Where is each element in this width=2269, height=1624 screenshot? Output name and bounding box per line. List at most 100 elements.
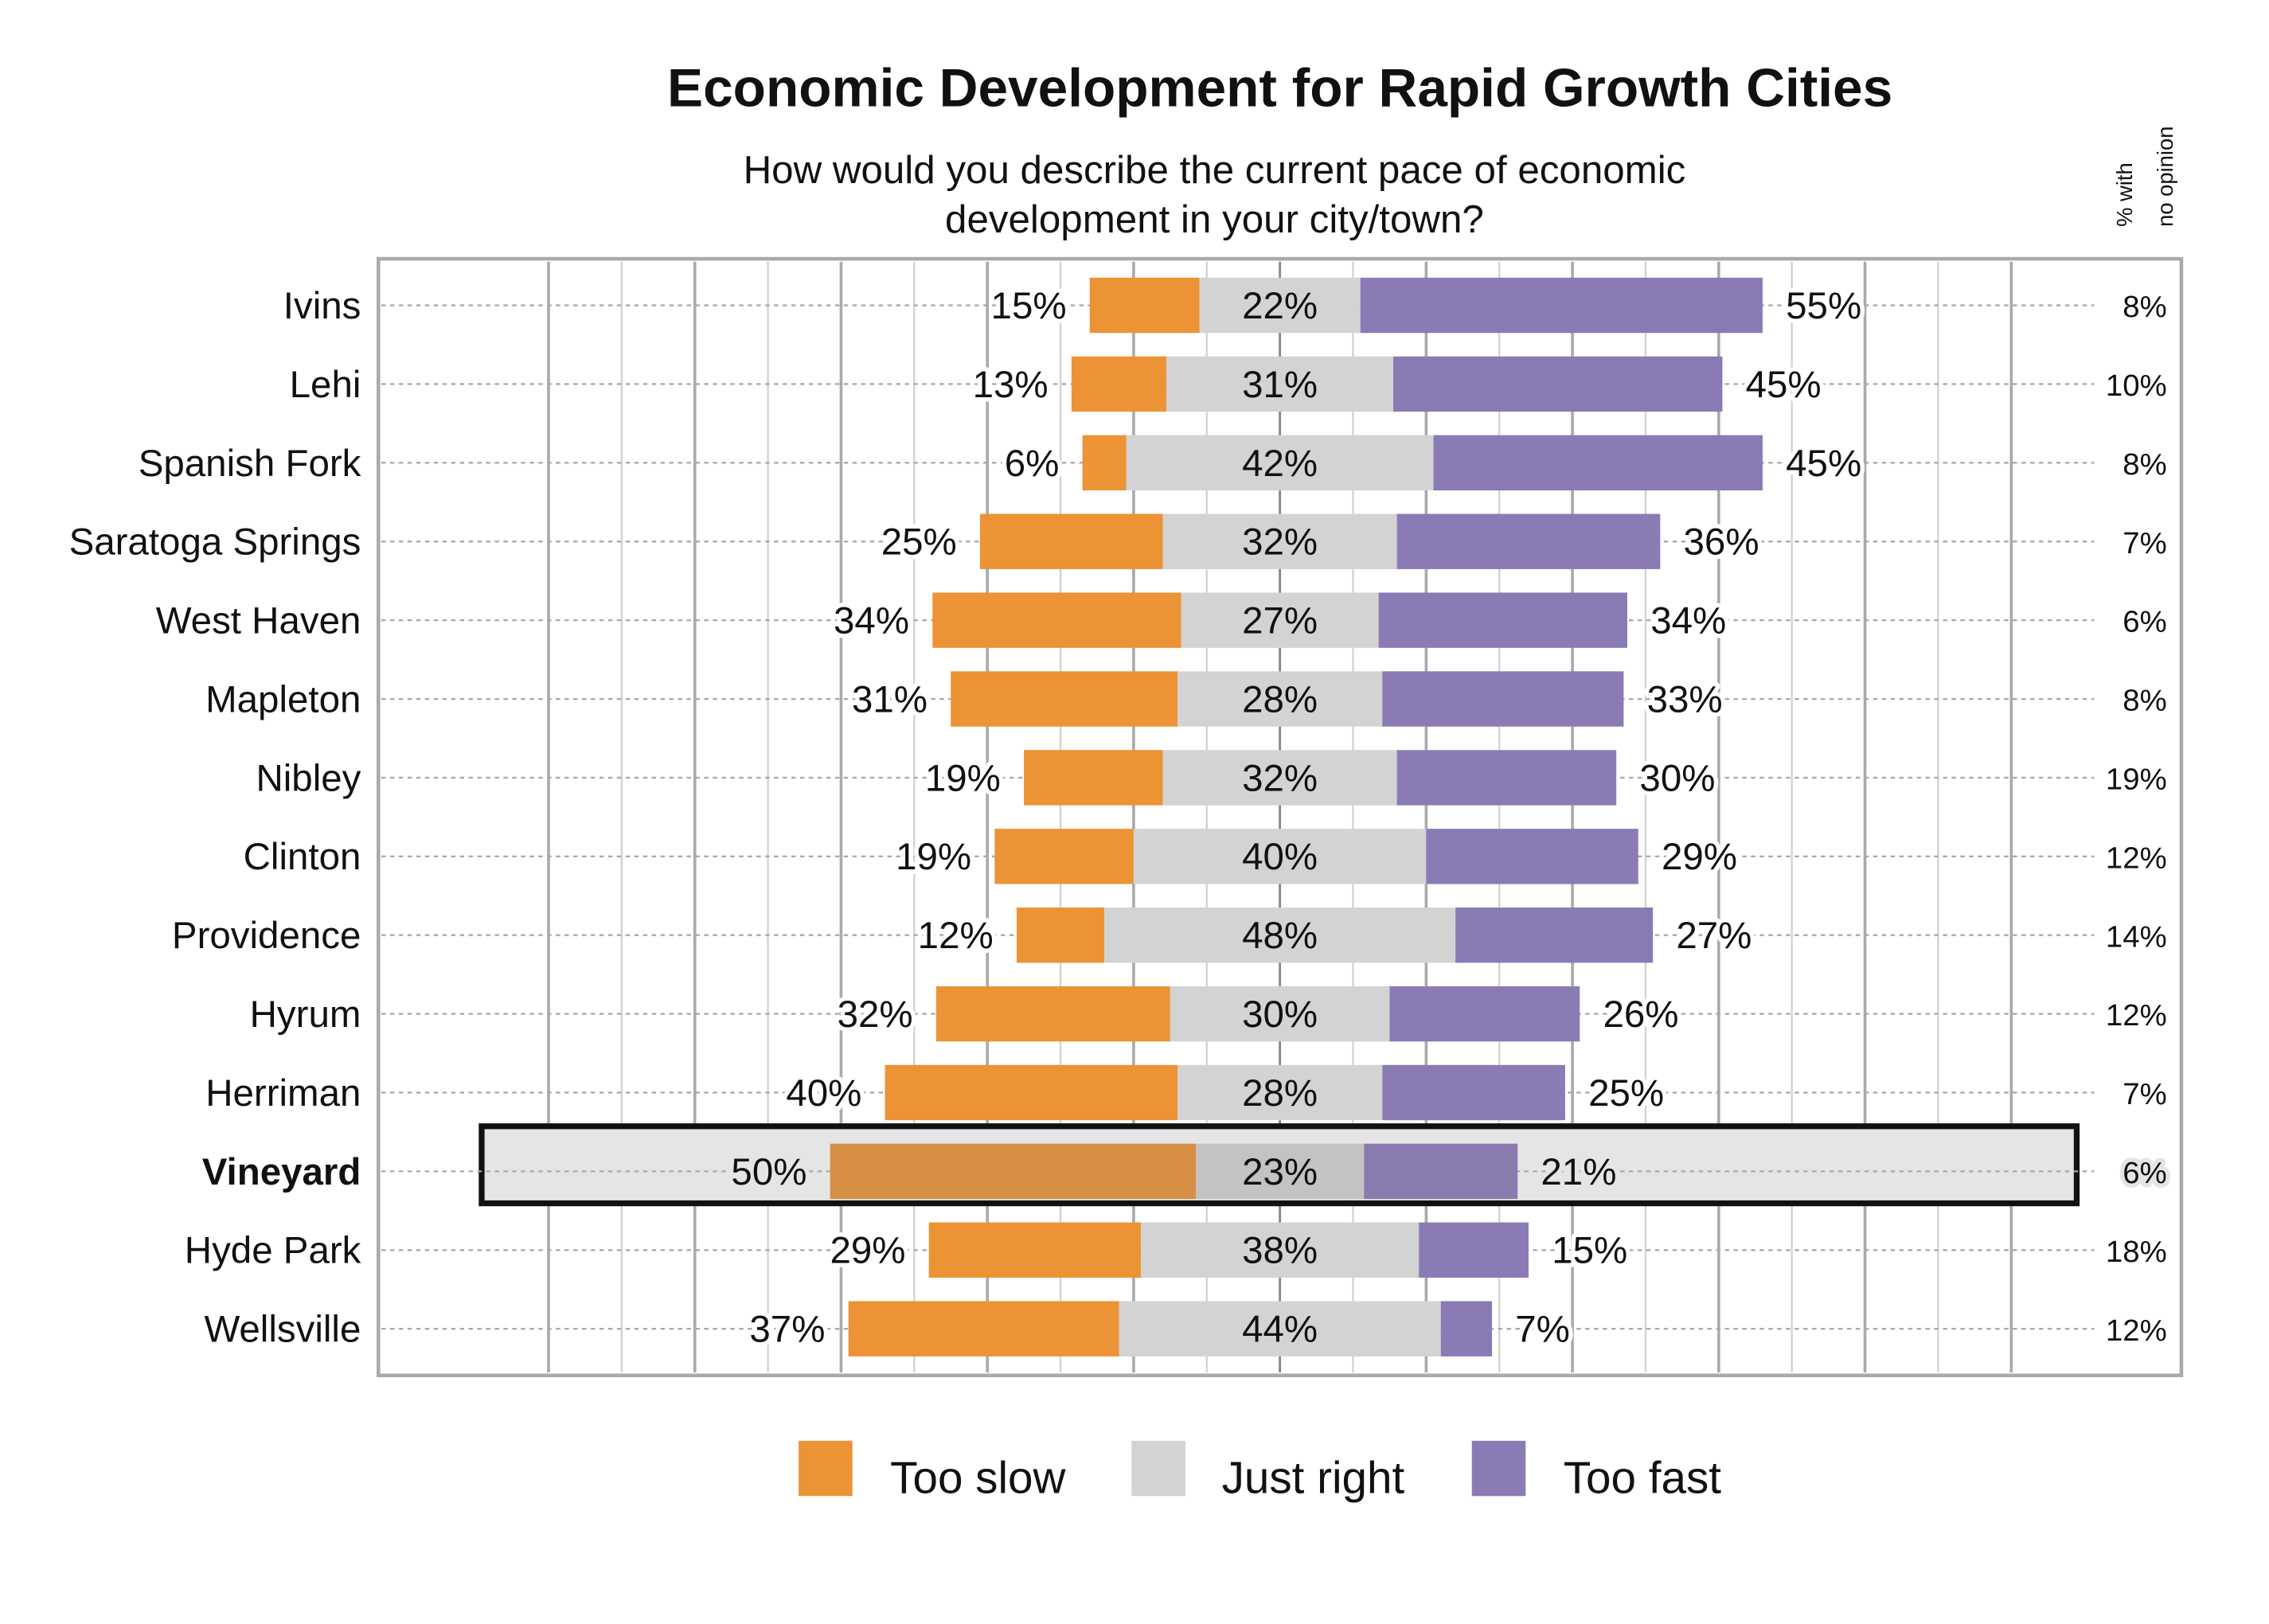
data-label-too-fast: 27% <box>1676 915 1752 957</box>
data-label-too-slow: 15% <box>991 285 1067 327</box>
data-label-too-slow: 25% <box>881 521 957 564</box>
legend-label: Just right <box>1222 1453 1405 1503</box>
no-opinion-value: 12% <box>2106 998 2167 1033</box>
legend-label: Too fast <box>1564 1453 1722 1503</box>
chart-row: Spanish Fork 6% 42% 45% 8% <box>139 435 2171 491</box>
bar-too-slow <box>885 1064 1178 1121</box>
category-label: Spanish Fork <box>139 443 361 485</box>
data-label-too-fast: 33% <box>1647 678 1723 720</box>
bar-too-slow <box>935 986 1170 1042</box>
bar-too-fast <box>1364 1143 1518 1200</box>
bar-too-fast <box>1440 1301 1493 1357</box>
data-label-just-right: 30% <box>1242 994 1318 1036</box>
bar-just-right <box>1181 592 1379 648</box>
no-opinion-value: 10% <box>2106 369 2167 403</box>
chart-row: Providence 12% 48% 27% 14% <box>172 907 2171 963</box>
bar-too-fast <box>1382 671 1624 727</box>
bar-just-right <box>1141 1222 1420 1278</box>
no-opinion-header-line-1: % with <box>2112 162 2137 227</box>
legend-item: Too fast <box>1471 1440 1722 1503</box>
data-label-just-right: 32% <box>1242 521 1318 564</box>
bar-just-right <box>1199 277 1361 334</box>
bar-just-right <box>1177 1064 1383 1121</box>
data-label-too-slow: 19% <box>925 757 1001 799</box>
chart-row: Vineyard 50% 23% 21% 6% <box>202 1123 2171 1207</box>
bar-just-right <box>1126 435 1434 491</box>
no-opinion-value: 18% <box>2106 1235 2167 1269</box>
bar-too-slow <box>1024 750 1163 806</box>
data-label-too-fast: 29% <box>1662 836 1737 878</box>
bar-too-fast <box>1419 1222 1529 1278</box>
bar-too-slow <box>932 592 1181 648</box>
data-label-too-fast: 7% <box>1515 1309 1570 1351</box>
data-label-too-fast: 55% <box>1786 285 1861 327</box>
legend-item: Too slow <box>799 1440 1067 1503</box>
category-label: Saratoga Springs <box>69 521 361 564</box>
chart-row: West Haven 34% 27% 34% 6% <box>156 592 2171 648</box>
chart-row: Wellsville 37% 44% 7% 12% <box>204 1301 2171 1357</box>
data-label-too-fast: 36% <box>1684 521 1759 564</box>
chart-row: Herriman 40% 28% 25% 7% <box>205 1064 2171 1121</box>
data-label-just-right: 32% <box>1242 757 1318 799</box>
data-label-just-right: 27% <box>1242 600 1318 642</box>
data-label-too-slow: 31% <box>852 678 928 720</box>
bar-too-fast <box>1393 356 1723 412</box>
bar-too-fast <box>1378 592 1627 648</box>
bar-too-slow <box>1082 435 1127 491</box>
no-opinion-header-line-2: no opinion <box>2153 127 2177 227</box>
chart-row: Lehi 13% 31% 45% 10% <box>290 356 2171 412</box>
bar-too-fast <box>1389 986 1580 1042</box>
legend-item: Just right <box>1131 1440 1405 1503</box>
chart-row: Saratoga Springs 25% 32% 36% 7% <box>69 513 2171 569</box>
bar-too-slow <box>994 829 1134 884</box>
chart-row: Nibley 19% 32% 30% 19% <box>256 750 2171 806</box>
bar-too-slow <box>1071 356 1167 412</box>
data-label-too-slow: 32% <box>838 994 913 1036</box>
bar-too-slow <box>979 513 1163 569</box>
bar-too-slow <box>928 1222 1142 1278</box>
legend: Too slow Just right Too fast <box>799 1440 1722 1503</box>
category-label: Wellsville <box>204 1309 361 1351</box>
bar-too-fast <box>1455 907 1654 963</box>
chart-row: Hyde Park 29% 38% 15% 18% <box>185 1222 2171 1278</box>
no-opinion-value: 12% <box>2106 841 2167 875</box>
category-label: West Haven <box>156 600 361 642</box>
category-label: Lehi <box>290 364 361 406</box>
no-opinion-value: 8% <box>2123 447 2166 482</box>
data-label-too-fast: 45% <box>1746 364 1822 406</box>
bar-too-fast <box>1382 1064 1565 1121</box>
data-label-just-right: 28% <box>1242 678 1318 720</box>
category-label: Hyde Park <box>185 1230 361 1272</box>
data-label-too-slow: 12% <box>918 915 994 957</box>
no-opinion-value: 8% <box>2123 290 2166 324</box>
bar-just-right <box>1133 829 1427 884</box>
no-opinion-value: 6% <box>2123 1156 2166 1190</box>
chart-row: Clinton 19% 40% 29% 12% <box>244 829 2171 884</box>
data-label-too-slow: 13% <box>973 364 1049 406</box>
data-label-too-fast: 25% <box>1588 1072 1664 1115</box>
bar-too-fast <box>1433 435 1763 491</box>
legend-swatch <box>799 1440 853 1497</box>
bar-just-right <box>1195 1143 1365 1200</box>
data-label-too-slow: 40% <box>786 1072 861 1115</box>
data-label-just-right: 31% <box>1242 364 1318 406</box>
no-opinion-value: 14% <box>2106 919 2167 954</box>
data-label-too-slow: 50% <box>731 1151 806 1193</box>
data-label-too-fast: 34% <box>1650 600 1726 642</box>
category-label: Hyrum <box>250 994 361 1036</box>
legend-swatch <box>1131 1440 1185 1497</box>
bar-just-right <box>1177 671 1383 727</box>
category-label: Herriman <box>205 1072 361 1115</box>
bar-too-slow <box>848 1301 1119 1357</box>
chart-row: Hyrum 32% 30% 26% 12% <box>250 986 2171 1042</box>
data-label-too-fast: 26% <box>1603 994 1678 1036</box>
chart-row: Mapleton 31% 28% 33% 8% <box>205 671 2171 727</box>
data-label-too-slow: 34% <box>834 600 909 642</box>
bar-too-slow <box>1016 907 1105 963</box>
data-label-just-right: 22% <box>1242 285 1318 327</box>
no-opinion-value: 12% <box>2106 1314 2167 1348</box>
bar-just-right <box>1170 986 1390 1042</box>
plot-frame <box>377 256 2184 1377</box>
category-label: Clinton <box>244 836 361 878</box>
data-label-too-slow: 37% <box>749 1309 825 1351</box>
